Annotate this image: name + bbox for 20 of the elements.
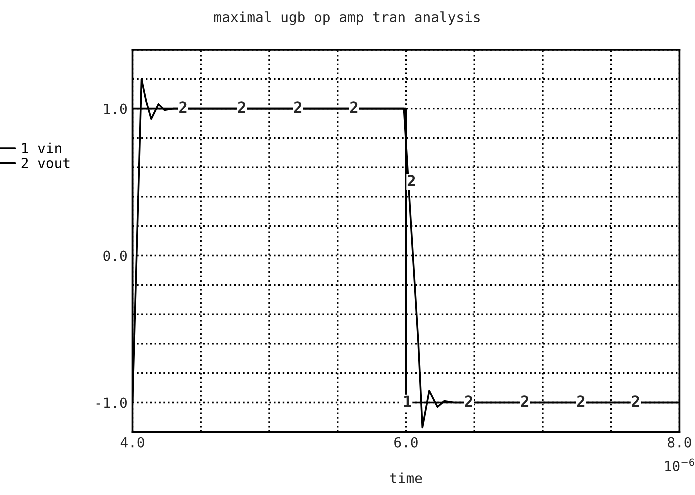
legend-label: 1 vin xyxy=(22,142,62,154)
text: 10$^{−6}$ xyxy=(666,458,694,472)
x-tick-label: 6.0 xyxy=(394,437,418,448)
legend-label: 2 vout xyxy=(22,158,70,169)
annotation: 2 xyxy=(294,102,302,113)
annotation: 2 xyxy=(408,175,416,186)
chart-title: maximal ugb op amp tran analysis xyxy=(214,12,480,26)
y-tick-label: 0.0 xyxy=(104,250,127,262)
annotation: 2 xyxy=(238,102,246,113)
y-tick-label: -1.0 xyxy=(96,398,127,408)
y-tick-label: 1.0 xyxy=(104,104,127,114)
annotation: 2 xyxy=(465,396,472,407)
annotation: 2 xyxy=(350,102,358,113)
x-tick-label: 8.0 xyxy=(668,437,692,448)
annotation: 2 xyxy=(521,396,529,407)
x-tick-label: 4.0 xyxy=(120,437,144,448)
x-axis-title: time xyxy=(390,472,422,484)
annotation: 2 xyxy=(180,102,187,113)
annotation: 2 xyxy=(578,396,585,407)
annotation: 2 xyxy=(632,396,640,407)
